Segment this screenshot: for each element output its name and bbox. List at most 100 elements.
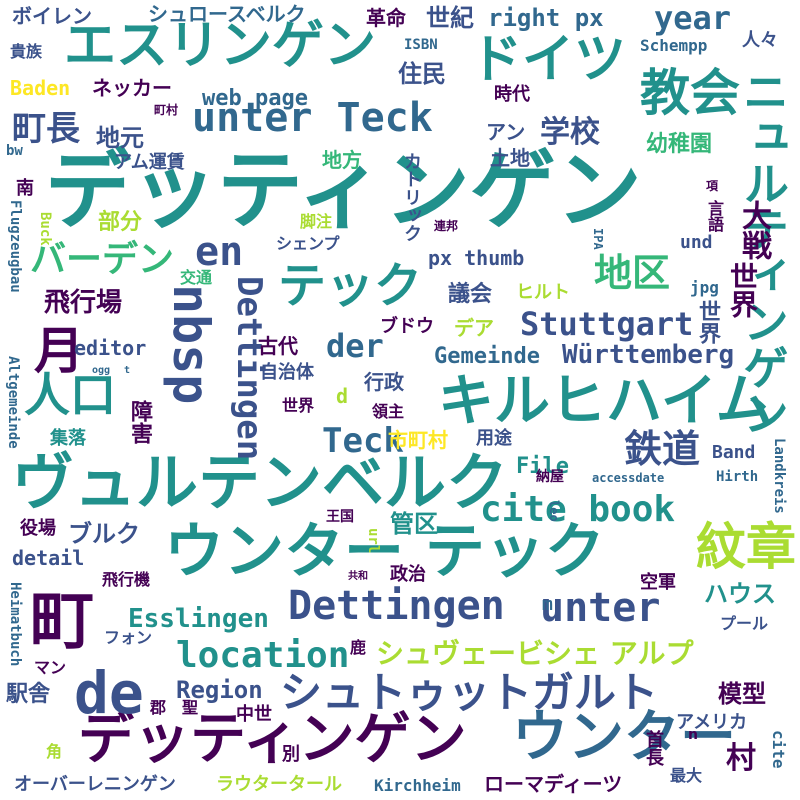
word-baden: Baden [10,76,71,100]
word-gemeinde: Gemeinde [434,344,540,369]
word-unter-jp: ウンター [512,705,736,770]
word-landkreis: Landkreis [771,438,787,514]
word-local-gov: 自治体 [260,362,314,383]
word-municipalities: 市町村 [388,428,448,452]
word-politics: 政治 [390,564,426,585]
word-cite: cite [769,730,788,769]
word-stuttgart: Stuttgart [520,305,694,343]
word-schempp-jp: シェンプ [276,234,340,253]
word-lord: 領主 [372,402,405,421]
word-band: Band [712,442,756,463]
word-der: der [326,327,384,365]
word-population: 人口 [24,368,116,422]
word-dettingen-vertical: Dettingen [229,276,269,461]
word-en: en [195,229,244,275]
word-village: 村 [726,741,756,776]
word-germany: ドイツ [470,30,627,90]
word-catholic: カトリック [401,152,422,242]
word-teck: Teck [322,421,404,461]
word-settlement: 集落 [50,428,86,449]
word-region: Region [176,676,263,704]
word-teck-jp: テック [278,258,423,314]
word-beuren: ボイレン [12,4,92,28]
word-airplane: 飛行機 [102,570,151,589]
word-am-fare: アム運賃 [114,152,185,173]
word-chief: 首長 [643,730,664,766]
word-leo: leo [547,500,561,522]
word-cite-book: cite book [480,489,676,530]
word-esslingen: Esslingen [128,604,269,634]
word-church: 教会 [640,64,740,122]
word-dettingen-large: デッティンゲン [45,141,642,241]
word-baden-jp: バーデン [30,239,175,280]
word-kirchheim-jp: キルヒハイム [438,369,772,434]
word-right-px: right px [488,4,604,32]
word-jpg: jpg [690,278,719,297]
word-url: url [365,528,381,554]
word-item: 項 [706,179,719,193]
word-der-jp: デア [454,316,494,340]
word-flugzeugbau: Flugzeugbau [7,200,23,293]
word-dettingen-dark: デッティンゲン [78,707,467,772]
word-year: year [654,0,732,37]
word-people: 人々 [742,30,778,51]
word-world-3: 世界 [282,396,315,415]
word-buck: Buck [37,212,53,246]
word-century: 世紀 [426,4,474,32]
word-republic: 共和 [348,571,368,582]
word-web-page: web page [202,86,308,111]
word-detail: detail [12,546,85,570]
word-schempp: Schempp [640,36,708,55]
word-air-force: 空軍 [640,572,676,593]
word-residents: 住民 [398,60,446,88]
word-accessdate: accessdate [592,471,665,485]
word-traffic: 交通 [180,268,213,287]
word-municipality: 町村 [154,103,179,117]
word-crest: 紋章 [696,518,796,576]
word-council: 議会 [448,282,493,307]
word-lautertal: ラウタータール [216,774,342,795]
word-school: 学校 [540,115,600,150]
word-town-hall: 役場 [20,518,56,539]
word-land: 土地 [490,146,530,170]
word-footnote: 脚注 [300,212,333,231]
word-bw: bw [6,143,23,159]
word-middle-ages: 中世 [236,704,272,725]
word-america: アメリカ [676,712,748,733]
word-revolution: 革命 [366,6,406,30]
word-kingdom: 王国 [326,509,354,525]
word-unter-teck-jp: ウンター テック [164,517,605,587]
word-wurttemberg-latin: Württemberg [562,340,735,370]
word-south: 南 [16,178,34,199]
word-n: n [688,727,698,743]
word-haus: ハウス [704,580,776,608]
word-dettingen-latin: Dettingen [288,583,505,629]
word-deer: 鹿 [350,638,367,657]
word-jurisdiction: 管区 [390,510,438,538]
word-t: t [124,365,131,376]
word-railway: 鉄道 [624,427,701,471]
word-nbsp: nbsp [162,284,220,405]
word-airfield: 飛行場 [44,288,123,318]
word-world-v2: 世界 [695,300,720,344]
word-de: de [74,659,144,727]
word-grape: ブドウ [380,316,434,337]
word-hirth-jp: ヒルト [516,282,570,303]
word-ogg: ogg [92,365,111,376]
word-an: アン [486,120,526,144]
word-stuttgart-jp: シュトゥットガルト [280,668,659,717]
word-location: location [176,635,350,676]
word-nobility: 貴族 [10,42,43,61]
word-holy: 聖 [182,698,199,717]
word-file: File [516,454,569,479]
word-era: 時代 [494,84,530,105]
word-ancient: 古代 [258,334,298,358]
word-station: 駅舎 [6,682,51,707]
word-esslingen-jp: エスリンゲン [64,16,377,76]
word-oberlenningen: オーバーレニンゲン [14,774,176,795]
word-von: フォン [104,628,153,647]
word-px-thumb: px thumb [428,246,525,270]
word-unter: unter [540,585,661,631]
word-schlossberg: シュロースベルク [148,2,306,26]
